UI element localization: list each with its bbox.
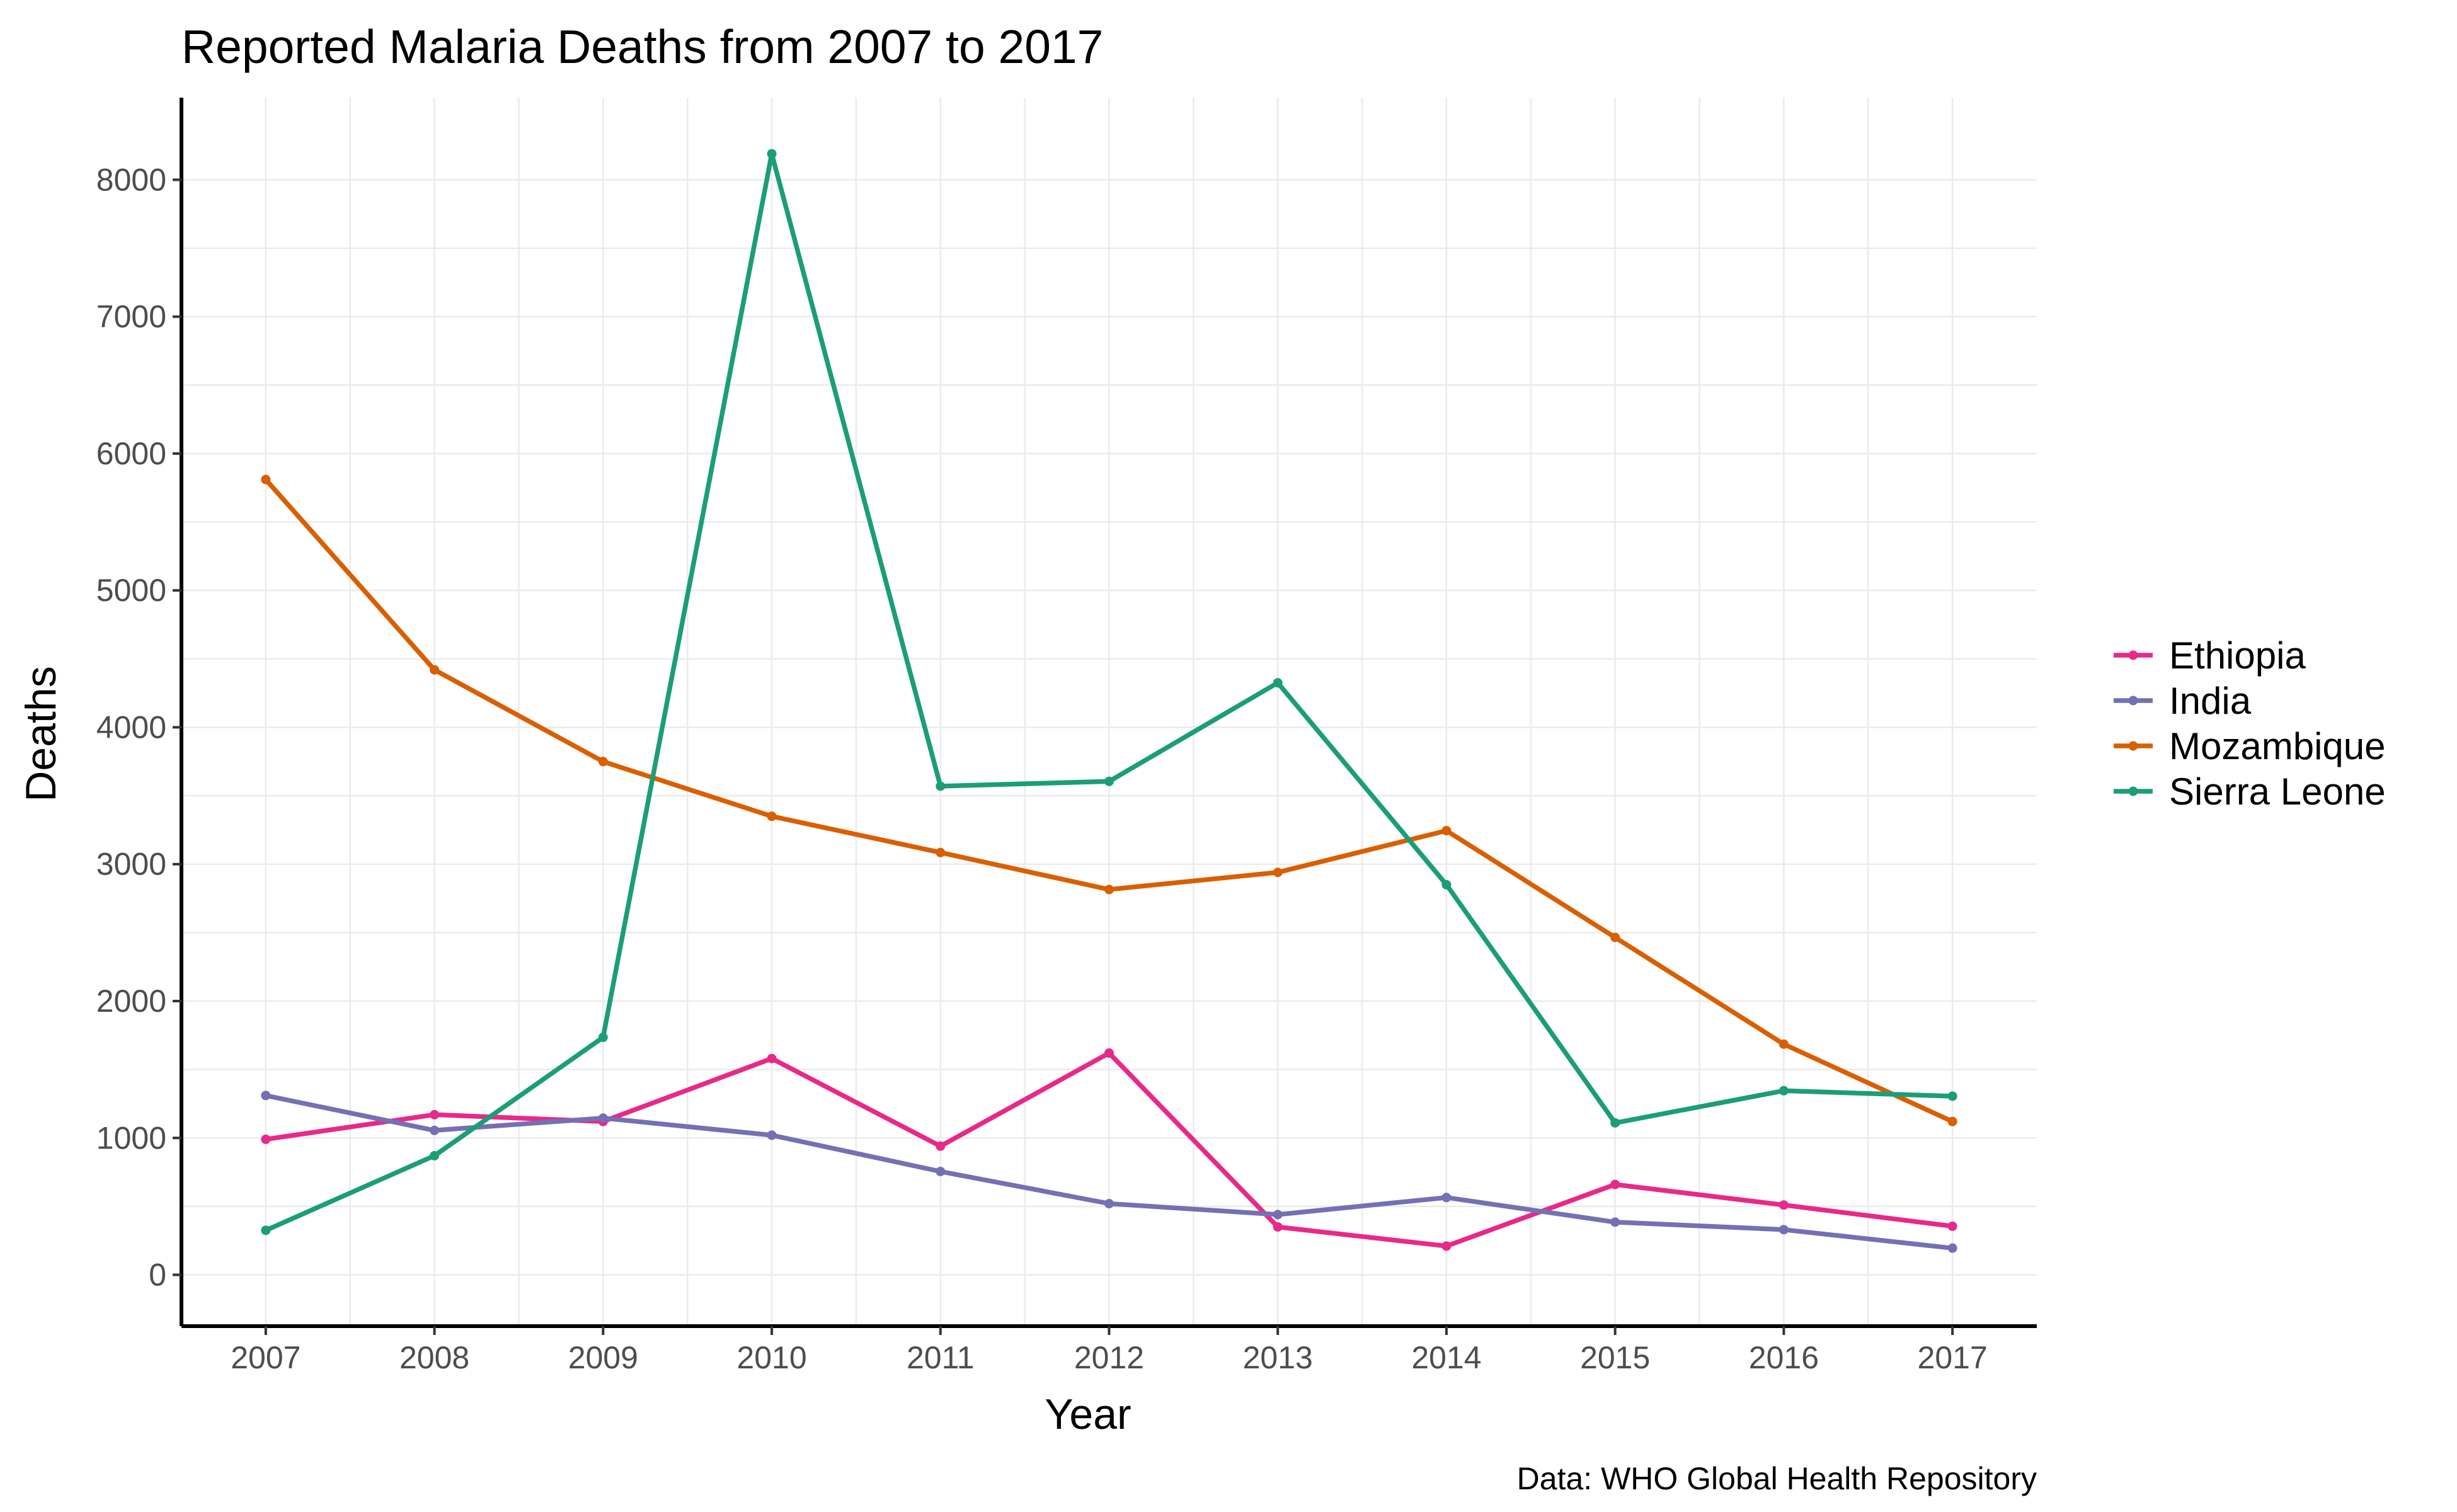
data-point-ethiopia-2008 xyxy=(430,1109,440,1120)
x-tick-label: 2012 xyxy=(1074,1340,1144,1375)
x-tick-label: 2008 xyxy=(399,1340,469,1375)
data-point-india-2008 xyxy=(430,1125,440,1135)
data-point-ethiopia-2011 xyxy=(936,1141,946,1151)
data-point-india-2009 xyxy=(598,1113,608,1123)
data-point-mozambique-2017 xyxy=(1947,1116,1957,1126)
data-point-mozambique-2011 xyxy=(936,847,946,857)
x-tick-label: 2017 xyxy=(1918,1340,1988,1375)
y-tick-label: 1000 xyxy=(96,1120,166,1155)
data-point-mozambique-2007 xyxy=(261,474,271,484)
data-point-india-2015 xyxy=(1610,1217,1620,1227)
legend-label-india: India xyxy=(2169,680,2252,722)
x-tick-label: 2013 xyxy=(1243,1340,1313,1375)
legend-key-point-india xyxy=(2128,696,2138,706)
series-lines xyxy=(261,149,1957,1253)
chart-caption: Data: WHO Global Health Repository xyxy=(1517,1461,2037,1496)
x-tick-label: 2015 xyxy=(1580,1340,1650,1375)
data-point-india-2011 xyxy=(936,1166,946,1176)
data-point-india-2017 xyxy=(1947,1243,1957,1253)
data-point-sierra-leone-2011 xyxy=(936,781,946,791)
x-axis-title: Year xyxy=(1045,1390,1131,1438)
x-tick-label: 2009 xyxy=(568,1340,638,1375)
data-point-mozambique-2015 xyxy=(1610,932,1620,942)
data-point-ethiopia-2010 xyxy=(767,1053,777,1063)
y-tick-label: 3000 xyxy=(96,847,166,882)
data-point-ethiopia-2016 xyxy=(1778,1200,1789,1210)
legend-label-mozambique: Mozambique xyxy=(2169,725,2386,767)
legend-key-point-mozambique xyxy=(2128,741,2138,751)
data-point-ethiopia-2014 xyxy=(1441,1241,1452,1251)
axes xyxy=(173,98,2037,1335)
data-point-sierra-leone-2017 xyxy=(1947,1091,1957,1101)
data-point-ethiopia-2015 xyxy=(1610,1179,1620,1189)
data-point-ethiopia-2007 xyxy=(261,1134,271,1144)
data-point-india-2016 xyxy=(1778,1225,1789,1235)
x-tick-label: 2014 xyxy=(1411,1340,1481,1375)
data-point-mozambique-2014 xyxy=(1441,825,1452,835)
legend-key-point-sierra-leone xyxy=(2128,786,2138,796)
y-tick-label: 8000 xyxy=(96,162,166,197)
data-point-ethiopia-2012 xyxy=(1104,1048,1114,1058)
y-tick-label: 0 xyxy=(149,1257,166,1293)
data-point-sierra-leone-2015 xyxy=(1610,1118,1620,1128)
data-point-mozambique-2010 xyxy=(767,811,777,822)
data-point-sierra-leone-2009 xyxy=(598,1033,608,1043)
y-tick-label: 4000 xyxy=(96,709,166,745)
data-point-india-2007 xyxy=(261,1091,271,1101)
data-point-sierra-leone-2008 xyxy=(430,1150,440,1160)
data-point-mozambique-2012 xyxy=(1104,885,1114,895)
data-point-sierra-leone-2013 xyxy=(1273,678,1283,688)
data-point-sierra-leone-2007 xyxy=(261,1225,271,1235)
x-tick-label: 2007 xyxy=(231,1340,301,1375)
tick-labels: 0 1000 2000 3000 4000 5000 6000 7000 8000 2007 200… xyxy=(96,162,1988,1375)
y-tick-label: 6000 xyxy=(96,436,166,471)
y-tick-label: 2000 xyxy=(96,983,166,1019)
x-tick-label: 2016 xyxy=(1749,1340,1819,1375)
data-point-india-2010 xyxy=(767,1130,777,1140)
data-point-sierra-leone-2014 xyxy=(1441,879,1452,890)
data-point-mozambique-2009 xyxy=(598,757,608,767)
legend-key-point-ethiopia xyxy=(2128,650,2138,660)
data-point-mozambique-2008 xyxy=(430,665,440,675)
chart-title: Reported Malaria Deaths from 2007 to 201… xyxy=(181,20,1103,73)
data-point-sierra-leone-2016 xyxy=(1778,1085,1789,1096)
data-point-ethiopia-2017 xyxy=(1947,1221,1957,1231)
data-point-mozambique-2013 xyxy=(1273,868,1283,878)
y-tick-label: 5000 xyxy=(96,573,166,608)
data-point-mozambique-2016 xyxy=(1778,1039,1789,1049)
y-axis-title: Deaths xyxy=(17,666,65,801)
data-point-india-2013 xyxy=(1273,1210,1283,1220)
x-tick-label: 2010 xyxy=(736,1340,806,1375)
data-point-sierra-leone-2010 xyxy=(767,149,777,159)
data-point-india-2014 xyxy=(1441,1193,1452,1203)
legend-label-ethiopia: Ethiopia xyxy=(2169,634,2306,677)
data-point-sierra-leone-2012 xyxy=(1104,776,1114,786)
legend-label-sierra-leone: Sierra Leone xyxy=(2169,770,2386,813)
y-tick-label: 7000 xyxy=(96,299,166,335)
data-point-ethiopia-2013 xyxy=(1273,1222,1283,1232)
x-tick-label: 2011 xyxy=(907,1340,975,1375)
data-point-india-2012 xyxy=(1104,1199,1114,1209)
